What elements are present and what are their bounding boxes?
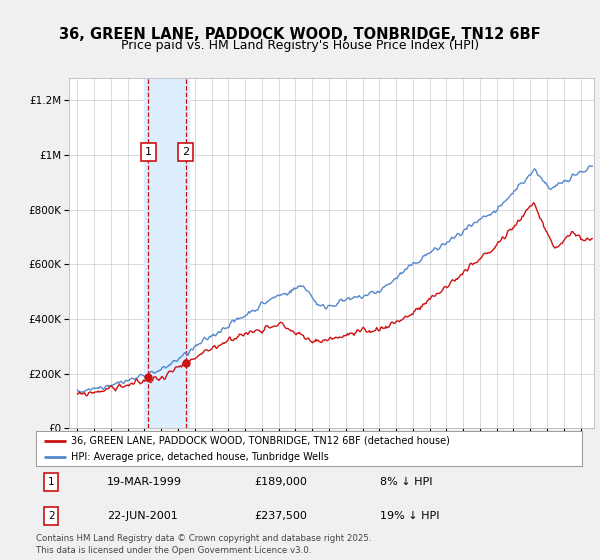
Text: Price paid vs. HM Land Registry's House Price Index (HPI): Price paid vs. HM Land Registry's House … — [121, 39, 479, 53]
Text: 22-JUN-2001: 22-JUN-2001 — [107, 511, 178, 521]
Text: 2: 2 — [48, 511, 55, 521]
Text: 36, GREEN LANE, PADDOCK WOOD, TONBRIDGE, TN12 6BF: 36, GREEN LANE, PADDOCK WOOD, TONBRIDGE,… — [59, 27, 541, 42]
Text: HPI: Average price, detached house, Tunbridge Wells: HPI: Average price, detached house, Tunb… — [71, 452, 329, 462]
Text: Contains HM Land Registry data © Crown copyright and database right 2025.
This d: Contains HM Land Registry data © Crown c… — [36, 534, 371, 555]
Text: 2: 2 — [182, 147, 190, 157]
Bar — [145, 78, 189, 428]
Text: 19-MAR-1999: 19-MAR-1999 — [107, 477, 182, 487]
Text: £237,500: £237,500 — [254, 511, 307, 521]
Text: 1: 1 — [48, 477, 55, 487]
Text: 1: 1 — [145, 147, 152, 157]
Text: 8% ↓ HPI: 8% ↓ HPI — [380, 477, 433, 487]
Text: 36, GREEN LANE, PADDOCK WOOD, TONBRIDGE, TN12 6BF (detached house): 36, GREEN LANE, PADDOCK WOOD, TONBRIDGE,… — [71, 436, 451, 446]
Text: 19% ↓ HPI: 19% ↓ HPI — [380, 511, 439, 521]
Text: £189,000: £189,000 — [254, 477, 307, 487]
